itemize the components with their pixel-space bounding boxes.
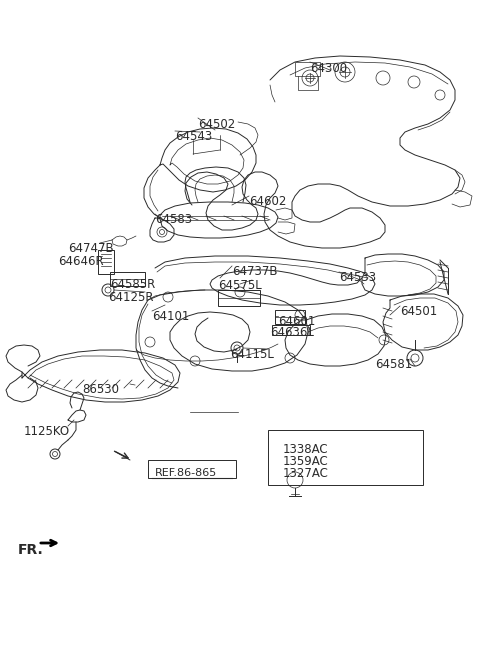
Text: 64300: 64300: [310, 62, 347, 75]
Text: 1125KO: 1125KO: [24, 425, 70, 438]
Text: 64533: 64533: [339, 271, 376, 284]
Text: 64501: 64501: [400, 305, 437, 318]
Text: 64581: 64581: [375, 358, 412, 371]
Text: 64543: 64543: [175, 130, 212, 143]
Text: 64115L: 64115L: [230, 348, 274, 361]
Text: 64646R: 64646R: [58, 255, 104, 268]
Text: 64602: 64602: [249, 195, 287, 208]
Text: 64737B: 64737B: [232, 265, 277, 278]
Text: 64101: 64101: [152, 310, 190, 323]
Text: 64747B: 64747B: [68, 242, 114, 255]
Text: REF.86-865: REF.86-865: [155, 468, 217, 478]
Text: 64601: 64601: [278, 315, 315, 328]
Text: 64125R: 64125R: [108, 291, 154, 304]
Bar: [268, 430, 423, 485]
Bar: [110, 272, 145, 286]
Bar: [295, 62, 320, 76]
Text: 64585R: 64585R: [110, 278, 155, 291]
Bar: [98, 250, 114, 274]
Text: FR.: FR.: [18, 543, 44, 557]
Bar: [272, 325, 310, 335]
Bar: [148, 460, 236, 478]
Text: 86530: 86530: [82, 383, 119, 396]
Bar: [218, 290, 260, 306]
Text: 1338AC: 1338AC: [283, 443, 329, 456]
Text: 1359AC: 1359AC: [283, 455, 329, 468]
Text: 64636L: 64636L: [270, 326, 314, 339]
Text: 64583: 64583: [155, 213, 192, 226]
Text: 64502: 64502: [198, 118, 235, 131]
Text: 64575L: 64575L: [218, 279, 262, 292]
Bar: [275, 310, 305, 324]
Text: 1327AC: 1327AC: [283, 467, 329, 480]
